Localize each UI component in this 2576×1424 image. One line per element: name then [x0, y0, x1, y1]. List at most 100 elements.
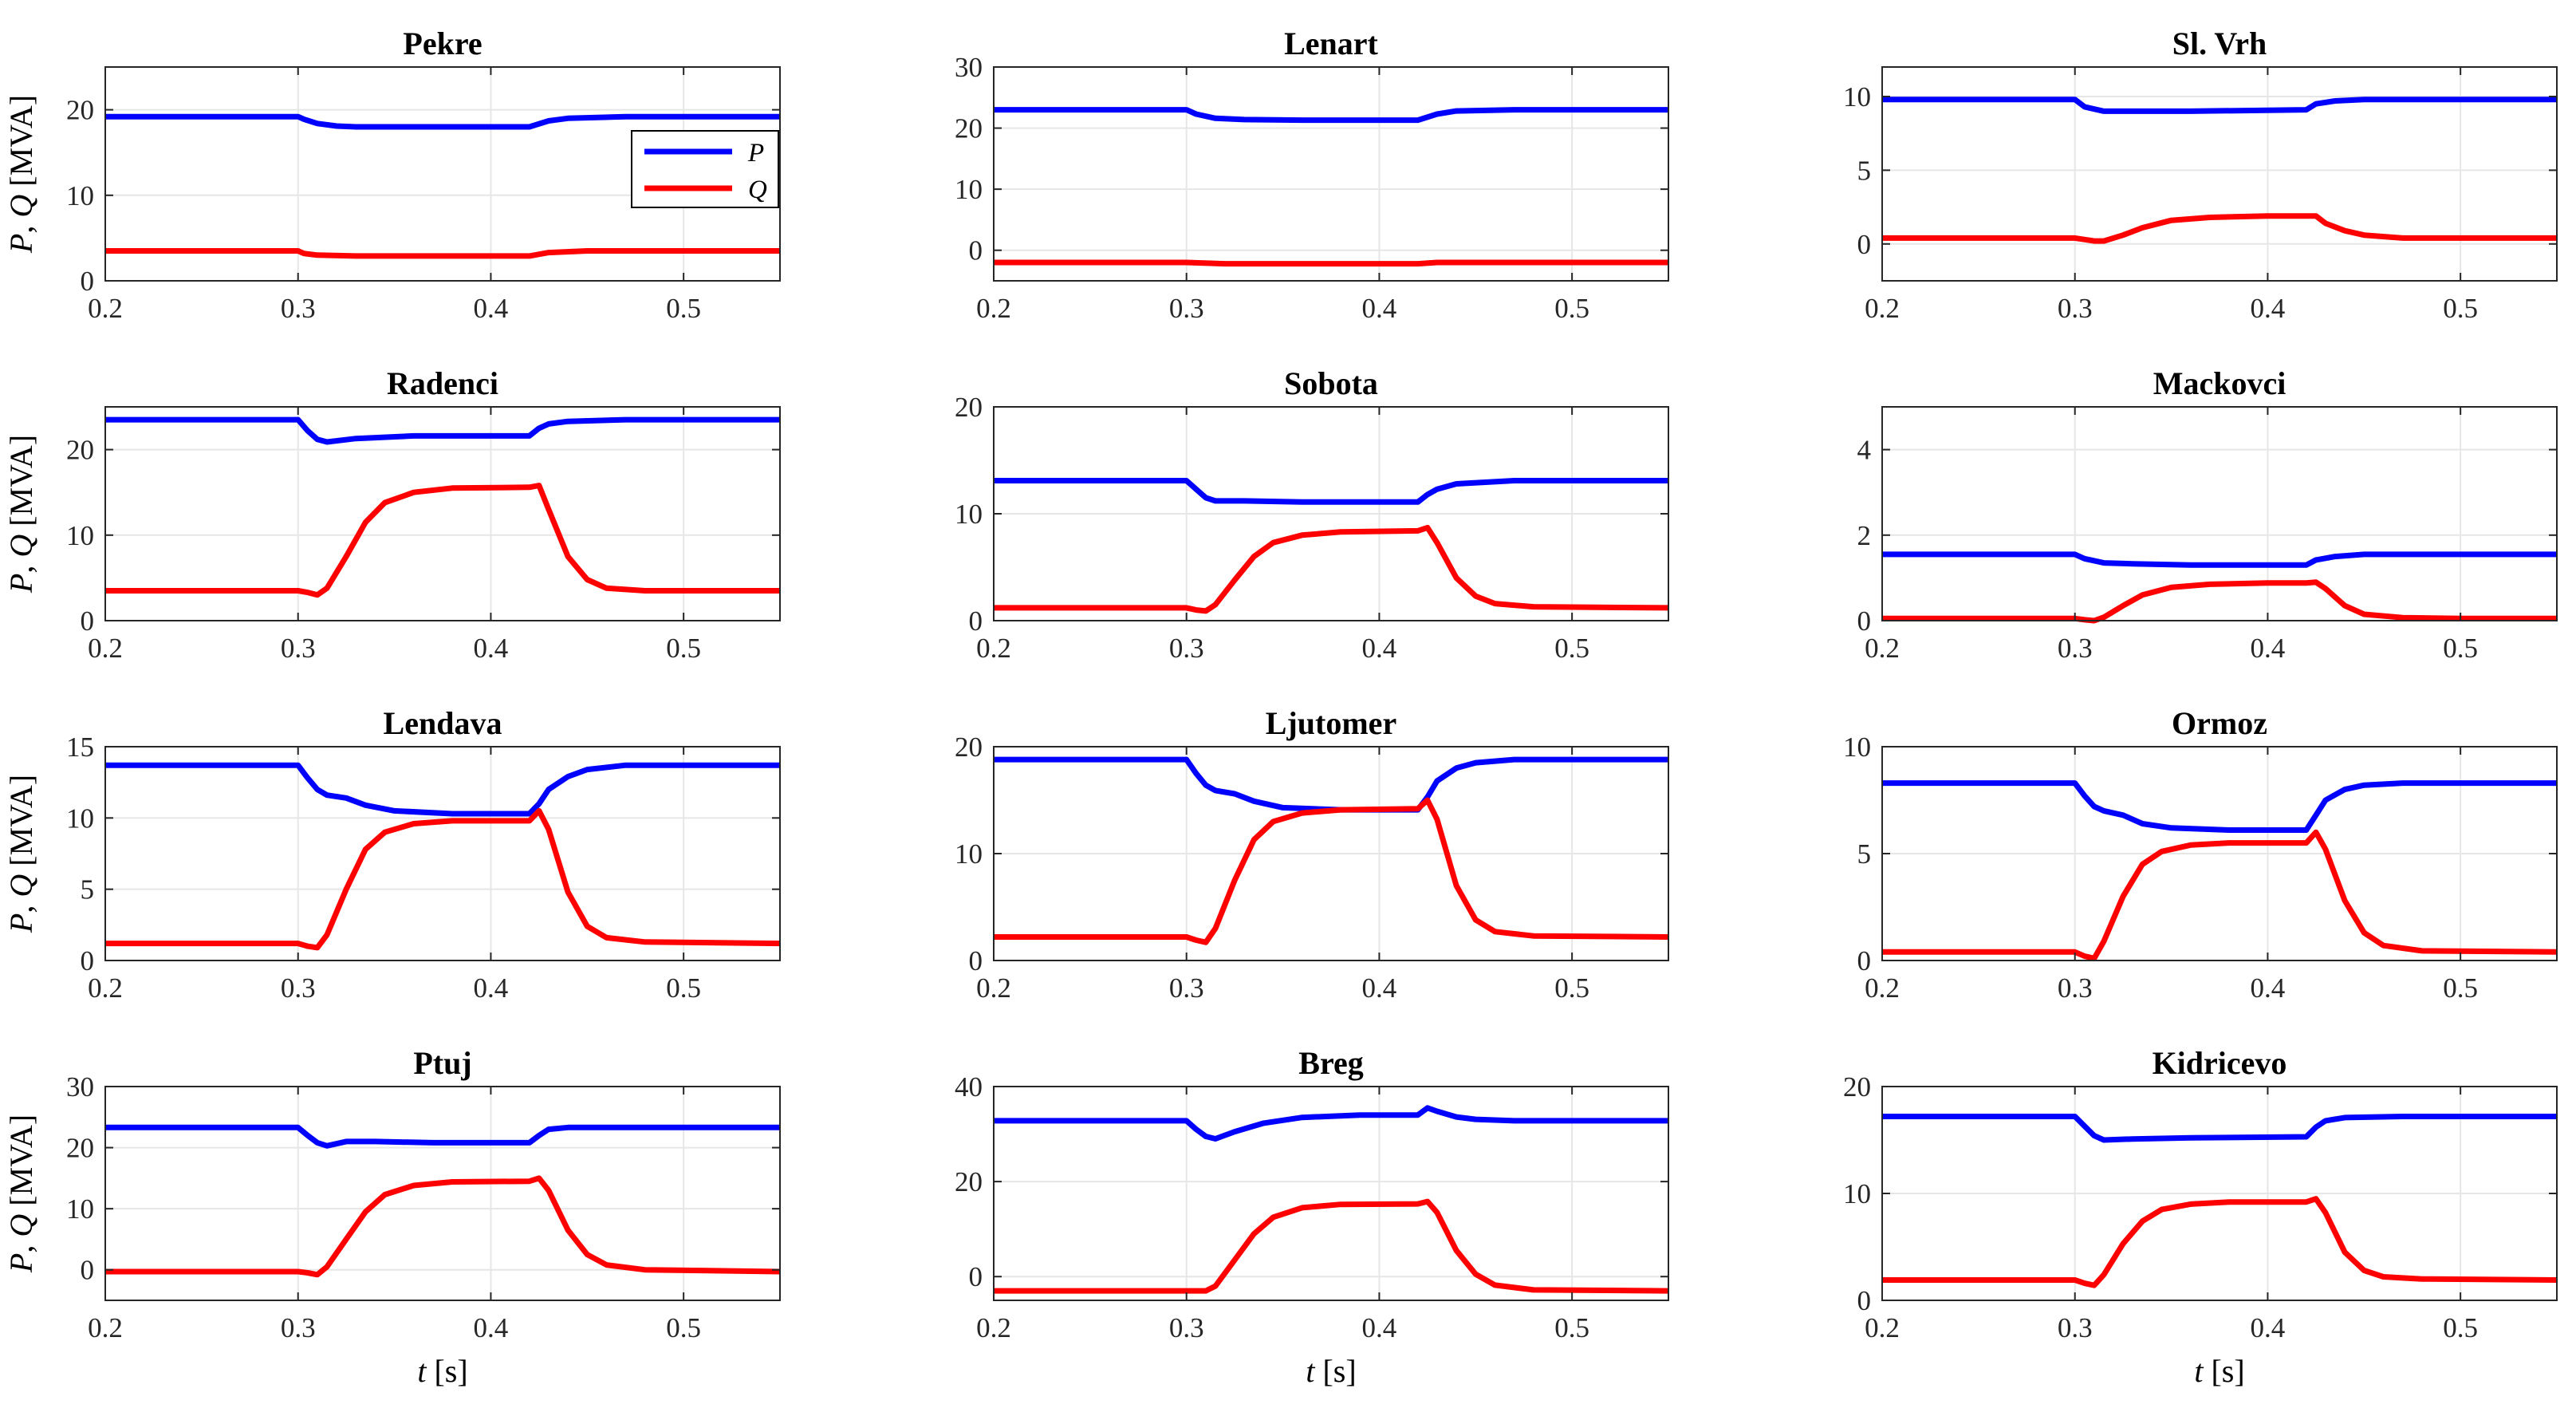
series-p-line-radenci: [105, 416, 780, 445]
x-tick-label-ormoz-2: 0.4: [2251, 972, 2286, 1004]
x-tick-label-kidricevo-0: 0.2: [1865, 1312, 1900, 1343]
x-tick-label-lenart-0: 0.2: [976, 293, 1011, 324]
series-p-line-ljutomer: [994, 756, 1668, 813]
y-axis-label-ptuj: P, Q [MVA]: [3, 1114, 39, 1273]
y-tick-label-lendava-0: 0: [81, 945, 95, 976]
y-tick-label-breg-0: 0: [969, 1261, 983, 1292]
series-q-line-breg: [994, 1198, 1669, 1294]
panel-ptuj: 0.2 0.3 0.4 0.5 0 10 20 30 Ptuj P, Q [MVA] t [s]: [3, 1045, 781, 1389]
panel-sobota: 0.2 0.3 0.4 0.5 0 10 20 Sobota: [955, 365, 1669, 664]
panel-mackovci: 0.2 0.3 0.4 0.5 0 2 4 Mackovci: [1857, 365, 2558, 664]
panel-lenart: 0.2 0.3 0.4 0.5 0 10 20 30 Lenart: [955, 26, 1669, 324]
x-tick-label-radenci-0: 0.2: [88, 633, 123, 664]
y-tick-label-lenart-3: 30: [955, 52, 983, 83]
plot-area-lendava: [105, 747, 780, 961]
y-tick-label-ormoz-0: 0: [1857, 945, 1872, 976]
y-tick-label-ptuj-3: 30: [66, 1071, 94, 1103]
panel-ljutomer: 0.2 0.3 0.4 0.5 0 10 20 Ljutomer: [955, 705, 1669, 1004]
y-tick-label-ljutomer-0: 0: [969, 945, 983, 976]
legend-label-q: Q: [748, 176, 767, 204]
y-tick-label-sl-vrh-2: 10: [1843, 81, 1871, 112]
y-tick-label-ljutomer-1: 10: [955, 838, 983, 870]
series-q-line-pekre: [105, 248, 780, 259]
y-tick-label-mackovci-2: 4: [1857, 435, 1872, 466]
axes-box-breg: [993, 1086, 1669, 1301]
panel-title-breg: Breg: [1298, 1045, 1363, 1081]
y-tick-label-kidricevo-0: 0: [1857, 1285, 1872, 1316]
panel-kidricevo: 0.2 0.3 0.4 0.5 0 10 20 Kidricevo t [s]: [1843, 1045, 2558, 1389]
panel-title-kidricevo: Kidricevo: [2153, 1045, 2287, 1081]
x-axis-label-kidricevo: t [s]: [2194, 1353, 2244, 1389]
y-tick-label-lenart-2: 20: [955, 113, 983, 144]
x-tick-label-sobota-1: 0.3: [1169, 633, 1204, 664]
y-tick-label-ptuj-2: 20: [66, 1133, 94, 1164]
axes-box-sl-vrh: [1881, 66, 2558, 282]
x-tick-label-lendava-1: 0.3: [281, 972, 316, 1004]
panel-sl-vrh: 0.2 0.3 0.4 0.5 0 5 10 Sl. Vrh: [1843, 26, 2558, 324]
x-tick-label-radenci-3: 0.5: [666, 633, 701, 664]
y-tick-label-pekre-2: 20: [66, 95, 94, 126]
axes-box-mackovci: [1881, 406, 2558, 621]
panel-pekre: 0.2 0.3 0.4 0.5 0 10 20 Pekre P, Q [MVA] PQ: [3, 26, 781, 324]
legend-label-p: P: [747, 139, 764, 168]
x-tick-label-pekre-0: 0.2: [88, 293, 123, 324]
x-tick-label-kidricevo-1: 0.3: [2058, 1312, 2093, 1343]
x-tick-label-radenci-2: 0.4: [474, 633, 509, 664]
series-p-line-lendava: [105, 762, 780, 817]
x-tick-label-sl-vrh-3: 0.5: [2443, 293, 2478, 324]
series-q-line-ljutomer: [994, 797, 1669, 945]
series-q-line-radenci: [105, 483, 780, 598]
panel-title-ptuj: Ptuj: [413, 1045, 471, 1081]
axes-box-lendava: [104, 746, 781, 961]
series-q-line-sl-vrh: [1882, 213, 2557, 244]
y-axis-label-radenci: P, Q [MVA]: [3, 435, 39, 594]
x-tick-label-pekre-2: 0.4: [474, 293, 509, 324]
panel-title-lendava: Lendava: [384, 705, 502, 741]
panel-title-ormoz: Ormoz: [2172, 705, 2267, 741]
x-tick-label-ptuj-1: 0.3: [281, 1312, 316, 1343]
series-q-line-lenart: [994, 259, 1668, 267]
y-tick-label-pekre-1: 10: [66, 180, 94, 211]
axes-box-radenci: [104, 406, 781, 621]
x-tick-label-pekre-3: 0.5: [666, 293, 701, 324]
y-tick-label-radenci-2: 20: [66, 435, 94, 466]
panel-lendava: 0.2 0.3 0.4 0.5 0 5 10 15 Lendava P, Q [MVA]: [3, 705, 781, 1004]
series-p-line-ptuj: [105, 1124, 780, 1149]
y-tick-label-radenci-1: 10: [66, 520, 94, 551]
y-tick-label-ormoz-1: 5: [1857, 838, 1872, 870]
x-tick-label-ptuj-2: 0.4: [474, 1312, 509, 1343]
legend-box: [631, 130, 779, 208]
x-tick-label-ptuj-3: 0.5: [666, 1312, 701, 1343]
legend: PQ: [631, 130, 779, 208]
x-tick-label-lenart-3: 0.5: [1554, 293, 1589, 324]
x-tick-label-ormoz-3: 0.5: [2443, 972, 2478, 1004]
series-q-line-kidricevo: [1882, 1196, 2558, 1288]
panel-title-sobota: Sobota: [1284, 365, 1378, 401]
series-q-line-lendava: [105, 807, 781, 951]
x-tick-label-ljutomer-1: 0.3: [1169, 972, 1204, 1004]
x-tick-label-sl-vrh-0: 0.2: [1865, 293, 1900, 324]
x-tick-label-kidricevo-2: 0.4: [2251, 1312, 2286, 1343]
x-tick-label-radenci-1: 0.3: [281, 633, 316, 664]
x-tick-label-sobota-3: 0.5: [1554, 633, 1589, 664]
y-tick-label-ptuj-0: 0: [81, 1255, 95, 1286]
y-tick-label-lendava-3: 15: [66, 732, 94, 763]
y-tick-label-sobota-0: 0: [969, 605, 983, 637]
series-p-line-kidricevo: [1882, 1114, 2557, 1143]
x-tick-label-lendava-3: 0.5: [666, 972, 701, 1004]
x-tick-label-breg-2: 0.4: [1362, 1312, 1397, 1343]
panel-title-sl-vrh: Sl. Vrh: [2172, 26, 2267, 61]
series-p-line-pekre: [105, 113, 780, 130]
x-tick-label-ljutomer-0: 0.2: [976, 972, 1011, 1004]
y-tick-label-kidricevo-2: 20: [1843, 1071, 1871, 1103]
plot-area-ptuj: [105, 1087, 780, 1300]
plot-area-mackovci: [1882, 407, 2557, 621]
y-tick-label-lenart-1: 10: [955, 174, 983, 205]
panel-title-radenci: Radenci: [387, 365, 498, 401]
series-p-line-sl-vrh: [1882, 97, 2557, 114]
y-tick-label-sobota-2: 20: [955, 392, 983, 423]
x-tick-label-breg-3: 0.5: [1554, 1312, 1589, 1343]
axes-box-pekre: [104, 66, 781, 282]
x-tick-label-mackovci-0: 0.2: [1865, 633, 1900, 664]
